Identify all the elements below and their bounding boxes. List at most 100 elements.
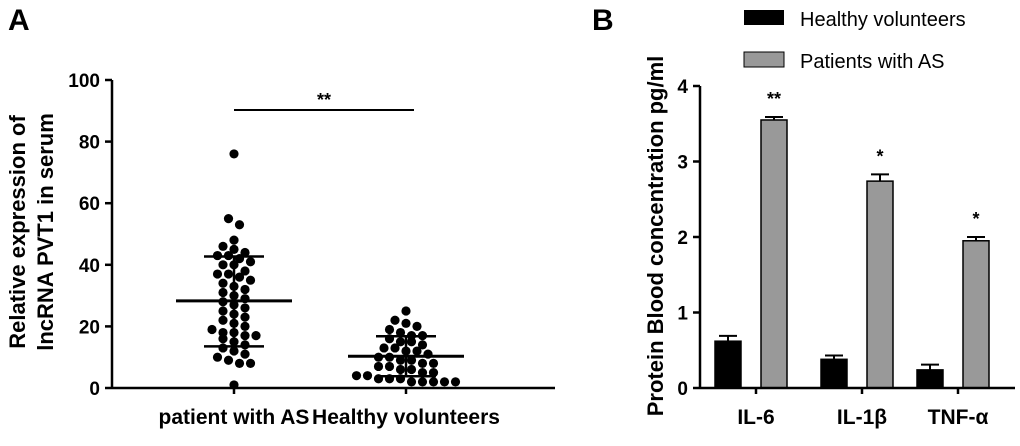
panel-b-plot: 0 1 2 3 4 ** IL-6 * IL-1β * TNF-α <box>677 77 1015 429</box>
panel-b-y-tick-label: 3 <box>677 153 688 174</box>
panel-b-y-tick-label: 1 <box>677 304 688 325</box>
panel-a-y-tick-label: 20 <box>79 317 100 338</box>
panel-a-letter: A <box>8 4 30 37</box>
panel-b-category-label: TNF-α <box>928 406 989 429</box>
panel-a-data-point <box>417 358 428 368</box>
panel-a-y-tick-label: 100 <box>68 71 100 92</box>
panel-a-data-point <box>245 275 256 285</box>
panel-a-data-point <box>390 315 400 325</box>
panel-a-category-label: patient with AS <box>159 406 310 429</box>
panel-a-data-point <box>412 321 422 331</box>
panel-a-data-point <box>373 361 384 372</box>
panel-a-y-tick-label: 60 <box>79 194 100 215</box>
panel-b-y-tick-label: 4 <box>677 77 688 98</box>
panel-a-ylabel: Relative expression of lncRNA PVT1 in se… <box>5 113 58 351</box>
panel-a-data-point <box>245 257 256 267</box>
panel-a-plot: 0 20 40 60 80 100 patient with AS Healthy volun… <box>68 71 555 429</box>
panel-a-data-point <box>218 315 228 325</box>
panel-a-data-point <box>240 331 250 341</box>
panel-a-data-point <box>240 247 250 258</box>
panel-a-data-point <box>417 368 428 378</box>
panel-a-data-point <box>450 377 461 387</box>
panel-a-data-point <box>234 220 245 230</box>
panel-b-category-label: IL-1β <box>837 406 887 429</box>
panel-a-data-point <box>395 337 406 347</box>
panel-a-data-point <box>428 377 439 387</box>
panel-a-data-point <box>218 327 228 338</box>
panel-b-bar <box>916 369 944 389</box>
panel-a-data-point <box>229 346 239 356</box>
panel-a-data-point <box>395 355 406 365</box>
panel-a-data-point <box>351 371 362 381</box>
panel-a-data-point <box>240 312 250 322</box>
panel-a-data-point <box>229 149 239 159</box>
panel-a-y-tick-label: 80 <box>79 133 100 154</box>
panel-b-ylabel: Protein Blood concentration pg/ml <box>643 56 668 417</box>
panel-a-data-point <box>412 346 422 356</box>
panel-a-data-point <box>218 260 228 270</box>
panel-b-y-tick-label: 2 <box>677 228 688 249</box>
panel-b-significance-label: * <box>972 209 979 229</box>
panel-b-bar <box>820 358 848 389</box>
panel-a-data-point <box>384 324 395 335</box>
panel-a-data-point <box>240 349 250 359</box>
panel-a-y-tick-label: 0 <box>89 379 100 400</box>
panel-a-data-point <box>240 321 250 331</box>
panel-b-bar <box>866 180 894 389</box>
panel-b-bar <box>962 240 990 389</box>
panel-a-category-label: Healthy volunteers <box>312 406 500 429</box>
panel-a-data-point <box>229 235 239 245</box>
panel-a-data-point <box>439 377 450 387</box>
legend-label-healthy: Healthy volunteers <box>800 9 966 31</box>
panel-a-data-point <box>406 377 417 387</box>
panel-a-data-point <box>212 352 223 362</box>
panel-a-data-point <box>417 340 428 350</box>
panel-a-ylabel-line1: Relative expression of <box>5 115 30 349</box>
panel-a-data-point <box>417 377 428 387</box>
panel-b-significance-label: * <box>876 146 883 166</box>
panel-a-data-point <box>223 355 234 365</box>
panel-a-data-point <box>207 324 217 335</box>
panel-a-data-point <box>384 361 395 372</box>
panel-a-data-point <box>223 214 234 224</box>
panel-a-data-point <box>245 358 256 368</box>
panel-a-data-point <box>218 306 228 316</box>
panel-a-data-point <box>428 368 439 378</box>
panel-a-data-point <box>218 241 228 251</box>
panel-b-y-tick-label: 0 <box>677 379 688 400</box>
panel-a-significance-label: ** <box>317 90 331 110</box>
panel-a-data-point <box>401 306 411 316</box>
panel-a-data-point <box>395 327 406 338</box>
panel-a-data-point <box>428 358 439 368</box>
panel-b-bar <box>760 119 788 389</box>
panel-a-data-point <box>395 364 406 375</box>
panel-b-bar <box>714 340 742 389</box>
panel-b-category-label: IL-6 <box>737 406 774 429</box>
panel-a-data-point <box>379 343 389 353</box>
panel-b-significance-label: ** <box>767 89 781 109</box>
legend-swatch-patients <box>743 51 785 68</box>
panel-a-data-point <box>362 371 373 381</box>
panel-a-data-point <box>240 284 250 295</box>
panel-a-data-point <box>212 269 223 279</box>
panel-a-data-point <box>234 358 245 368</box>
panel-a-data-point <box>218 278 228 288</box>
panel-a-data-point <box>401 318 411 328</box>
panel-a-data-point <box>406 364 417 375</box>
panel-b-legend: Healthy volunteers Patients with AS <box>743 9 966 73</box>
panel-a-data-point <box>223 269 234 279</box>
panel-a-data-point <box>240 303 250 313</box>
panel-a-data-point <box>390 343 400 353</box>
panel-a-data-point <box>218 343 228 353</box>
panel-a-data-point <box>251 331 261 341</box>
panel-a-data-point <box>218 287 228 298</box>
panel-a-ylabel-line2: lncRNA PVT1 in serum <box>33 113 58 351</box>
panel-a-y-tick-label: 40 <box>79 256 100 277</box>
panel-a-data-point <box>234 272 245 282</box>
panel-a-data-point <box>406 355 417 365</box>
legend-label-patients: Patients with AS <box>800 51 945 73</box>
panel-b-letter: B <box>592 4 614 37</box>
legend-swatch-healthy <box>744 10 784 25</box>
panel-a-data-point <box>240 266 250 276</box>
